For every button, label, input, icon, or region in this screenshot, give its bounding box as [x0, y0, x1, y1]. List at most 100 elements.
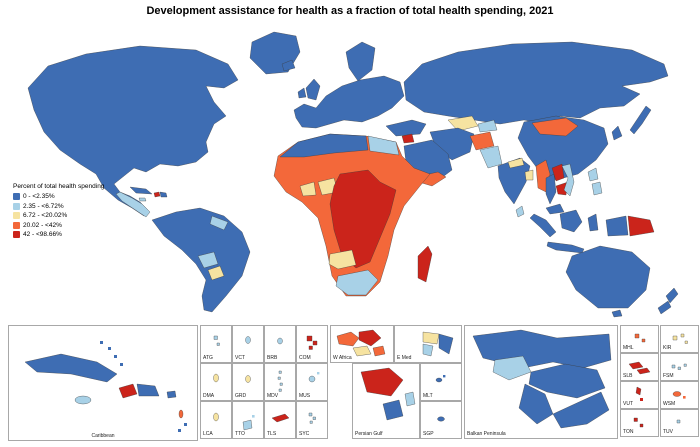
region-cambodia: [555, 181, 569, 196]
region-java: [546, 241, 585, 254]
inset-label-kir: KIR: [663, 345, 672, 351]
ton-shape: [633, 417, 644, 428]
region-namibia-botswana: [328, 249, 357, 270]
region-jamaica: [138, 197, 147, 202]
balkan-shape-serbia: [528, 363, 606, 399]
persian-gulf-shape-a: [360, 367, 404, 397]
inset-label-dma: DMA: [203, 393, 215, 399]
world-map: [27, 31, 679, 318]
legend: Percent of total health spending 0 - <2.…: [13, 183, 104, 241]
inset-com: COM: [296, 325, 328, 363]
legend-item-2: 2.35 - <6.72%: [13, 202, 104, 210]
region-cuba: [129, 186, 153, 195]
region-sumatra: [529, 213, 557, 238]
inset-fsm: FSM: [660, 353, 699, 381]
region-new-zealand-north: [665, 287, 679, 304]
legend-item-5: 42 - <98.66%: [13, 231, 104, 238]
inset-caribbean: Caribbean: [8, 325, 198, 441]
w-africa-shape-c: [352, 345, 372, 357]
inset-label-wsm: WSM: [663, 401, 676, 407]
inset-tuv: TUV: [660, 409, 699, 437]
region-scandinavia: [345, 41, 376, 82]
inset-mdv: MDV: [264, 363, 296, 401]
w-africa-shape-a: [336, 331, 360, 347]
region-malaysia: [545, 203, 565, 215]
inset-syc: SYC: [296, 401, 328, 439]
inset-label-caribbean: Caribbean: [91, 433, 115, 439]
inset-e-med: E Med: [394, 325, 462, 363]
mus-islet: [317, 372, 320, 375]
inset-label-e-med: E Med: [397, 355, 412, 361]
jamaica-shape: [74, 395, 92, 405]
inset-label-syc: SYC: [299, 431, 310, 437]
inset-label-lca: LCA: [203, 431, 213, 437]
balkan-shape-north: [472, 329, 612, 369]
region-haiti: [153, 191, 161, 198]
vct-shape: [245, 336, 251, 344]
inset-label-tuv: TUV: [663, 429, 673, 435]
inset-slb: SLB: [620, 353, 659, 381]
legend-swatch-cat5: [13, 231, 20, 238]
inset-balkan: Balkan Peninsula: [464, 325, 618, 439]
region-papua-new-guinea: [627, 215, 655, 237]
region-pakistan: [479, 145, 503, 169]
inset-vut: VUT: [620, 381, 659, 409]
region-uk: [305, 78, 321, 101]
grd-shape: [245, 375, 251, 383]
syc-shape: [308, 412, 316, 424]
inset-label-w-africa: W Africa: [333, 355, 352, 361]
inset-label-slb: SLB: [623, 373, 633, 379]
lesser-antilles-dots: [178, 423, 187, 432]
tto-tobago: [252, 415, 255, 418]
region-turkey: [385, 119, 427, 137]
inset-label-com: COM: [299, 355, 311, 361]
inset-ton: TON: [620, 409, 659, 437]
region-vietnam: [561, 163, 575, 197]
region-central-asia-east: [477, 119, 498, 133]
region-borneo: [559, 209, 583, 233]
region-sulawesi: [587, 213, 599, 232]
region-europe: [293, 75, 405, 129]
inset-label-fsm: FSM: [663, 373, 674, 379]
tuv-shape: [676, 419, 681, 424]
legend-swatch-cat4: [13, 221, 20, 229]
inset-lca: LCA: [200, 401, 232, 439]
region-korea: [611, 125, 623, 141]
inset-kir: KIR: [660, 325, 699, 353]
inset-label-tto: TTO: [235, 431, 245, 437]
region-japan: [629, 105, 652, 135]
inset-mlt: MLT: [420, 363, 462, 401]
legend-label-cat3: 6.72 - <20.02%: [23, 212, 68, 219]
legend-label-cat5: 42 - <98.66%: [23, 231, 62, 238]
region-russia: [403, 41, 669, 125]
inset-label-mhl: MHL: [623, 345, 634, 351]
mlt-islet: [443, 375, 446, 378]
e-med-shape-a: [422, 331, 440, 345]
region-australia: [565, 245, 651, 309]
region-south-africa: [335, 269, 379, 296]
inset-persian-gulf: Persian Gulf: [352, 363, 420, 439]
region-central-asia-west: [447, 115, 479, 132]
inset-label-tls: TLS: [267, 431, 277, 437]
region-madagascar: [417, 245, 433, 283]
legend-swatch-cat1: [13, 193, 20, 200]
mdv-shape: [277, 370, 283, 392]
inset-brb: BRB: [264, 325, 296, 363]
inset-label-mdv: MDV: [267, 393, 279, 399]
lca-shape: [213, 412, 219, 422]
region-ghana-cote-divoire: [299, 181, 317, 197]
region-west-new-guinea: [605, 215, 629, 237]
region-egypt: [367, 135, 400, 156]
sgp-shape: [437, 416, 445, 422]
vut-shape-a: [635, 386, 642, 396]
lesser-antilles-shape: [178, 409, 184, 419]
region-bangladesh: [524, 169, 534, 181]
region-ireland: [297, 87, 307, 99]
region-central-america: [115, 191, 151, 218]
brb-shape: [277, 337, 283, 345]
persian-gulf-shape-c: [404, 391, 416, 407]
wsm-shape: [672, 391, 682, 397]
vut-shape-b: [640, 398, 643, 401]
w-africa-shape-d: [372, 345, 386, 357]
e-med-shape-c: [422, 343, 434, 357]
